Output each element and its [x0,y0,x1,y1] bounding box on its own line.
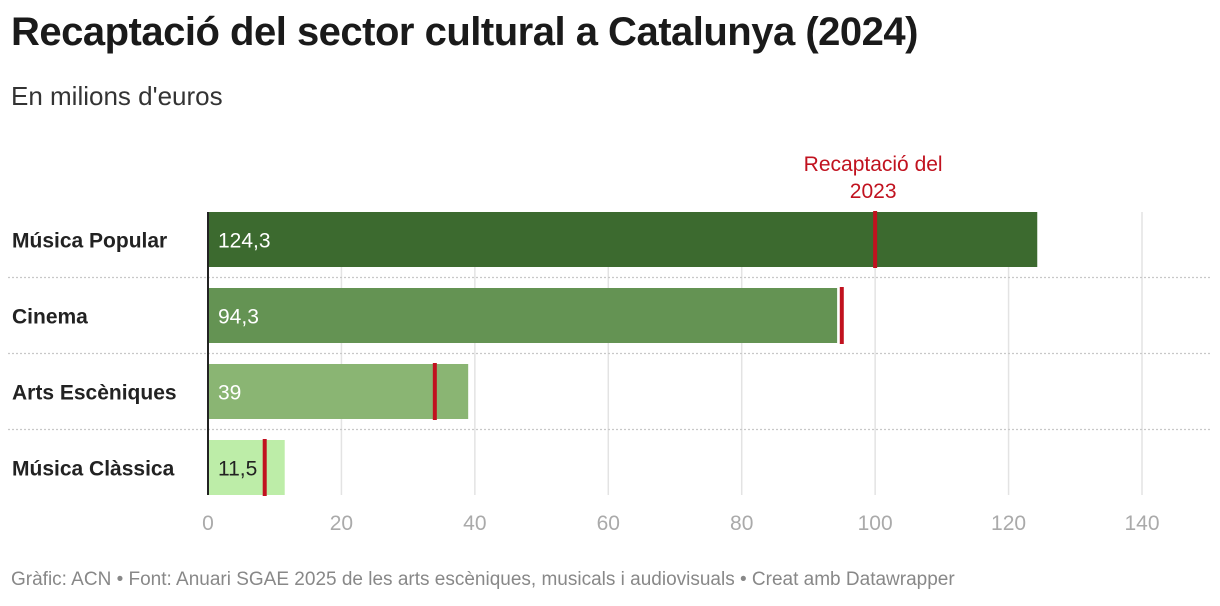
bar [208,364,469,419]
value-label: 11,5 [218,458,257,481]
x-tick-label: 40 [463,512,486,535]
category-label: Arts Escèniques [12,382,177,405]
reference-annotation: Recaptació del 2023 [804,153,943,203]
annotation-line: 2023 [850,180,897,203]
x-tick-label: 0 [202,512,214,535]
chart-subtitle: En milions d'euros [11,81,223,111]
x-tick-label: 120 [991,512,1026,535]
chart-title: Recaptació del sector cultural a Catalun… [11,10,918,54]
x-tick-label: 60 [597,512,620,535]
annotation-line: Recaptació del [804,153,943,176]
bar [208,212,1038,267]
labels: 0 20 40 60 80 100 120 140 Música Popular 124,3 Cin… [12,230,1160,536]
reference-markers [262,211,878,496]
chart-footer: Gràfic: ACN • Font: Anuari SGAE 2025 de … [11,569,955,590]
value-label: 124,3 [218,230,271,253]
reference-marker [432,363,437,420]
x-tick-label: 140 [1124,512,1159,535]
x-tick-label: 80 [730,512,753,535]
reference-marker [262,439,267,496]
bar [208,288,838,343]
value-label: 94,3 [218,306,259,329]
x-tick-label: 20 [330,512,353,535]
category-label: Música Popular [12,230,167,253]
category-label: Cinema [12,306,88,329]
bars [208,212,1038,495]
x-tick-label: 100 [858,512,893,535]
bar [208,440,285,495]
value-label: 39 [218,382,241,405]
reference-marker [873,211,878,268]
reference-marker [839,287,844,344]
category-label: Música Clàssica [12,458,175,481]
